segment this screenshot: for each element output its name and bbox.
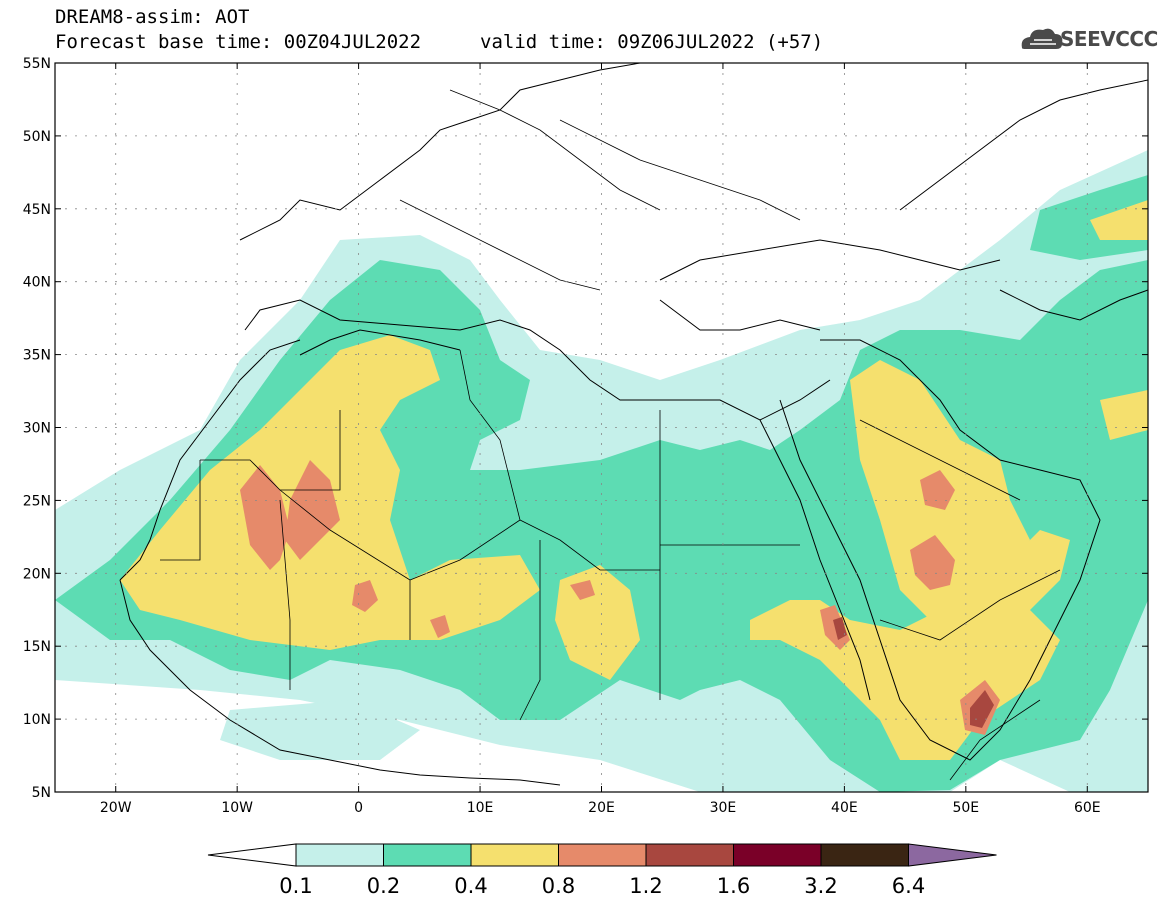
colorbar-under-triangle: [207, 843, 297, 867]
colorbar-label: 6.4: [892, 874, 925, 898]
lon-tick-label: 10W: [221, 800, 253, 816]
colorbar-label: 0.1: [279, 874, 312, 898]
colorbar-label: 0.2: [367, 874, 400, 898]
gridlines: [55, 63, 1148, 792]
colorbar: 0.1 0.2 0.4 0.8 1.2 1.6 3.2 6.4: [207, 843, 997, 898]
lon-tick-label: 20W: [100, 800, 132, 816]
aot-field: [55, 63, 1148, 792]
lat-tick-label: 5N: [32, 785, 51, 801]
valid-time: valid time: 09Z06JUL2022 (+57): [480, 31, 824, 53]
colorbar-over-triangle: [908, 843, 997, 867]
colorbar-box: [820, 843, 909, 867]
colorbar-label: 0.8: [542, 874, 575, 898]
colorbar-label: 1.2: [629, 874, 662, 898]
forecast-base-time: Forecast base time: 00Z04JUL2022: [55, 31, 422, 53]
lon-tick-label: 10E: [467, 800, 494, 816]
lat-tick-label: 50N: [23, 129, 51, 145]
lat-tick-label: 30N: [23, 421, 51, 437]
longitude-axis: 20W 10W 0 10E 20E 30E 40E 50E 60E: [100, 63, 1101, 816]
lon-tick-label: 40E: [831, 800, 858, 816]
colorbar-box: [295, 843, 384, 867]
colorbar-box: [733, 843, 822, 867]
lat-tick-label: 45N: [23, 202, 51, 218]
lat-tick-label: 40N: [23, 275, 51, 291]
lon-tick-label: 20E: [588, 800, 615, 816]
lat-tick-label: 20N: [23, 566, 51, 582]
coastlines: [119, 63, 1148, 786]
colorbar-label: 3.2: [804, 874, 837, 898]
colorbar-box: [645, 843, 734, 867]
colorbar-box: [558, 843, 647, 867]
colorbar-box: [383, 843, 472, 867]
model-title: DREAM8-assim: AOT: [55, 6, 250, 28]
aot-level-5: [833, 617, 994, 728]
lat-tick-label: 15N: [23, 639, 51, 655]
latitude-axis: 55N 50N 45N 40N 35N 30N 25N 20N 15N 10N 5N: [23, 56, 1148, 801]
colorbar-label: 1.6: [717, 874, 750, 898]
lat-tick-label: 55N: [23, 56, 51, 72]
logo-text: SEEVCCC: [1060, 27, 1158, 51]
colorbar-box: [470, 843, 559, 867]
colorbar-label: 0.4: [454, 874, 487, 898]
lon-tick-label: 50E: [952, 800, 979, 816]
lon-tick-label: 30E: [710, 800, 737, 816]
lon-tick-label: 60E: [1074, 800, 1101, 816]
lat-tick-label: 10N: [23, 712, 51, 728]
lat-tick-label: 35N: [23, 348, 51, 364]
lon-tick-label: 0: [354, 800, 363, 816]
country-borders: [160, 89, 1061, 781]
lat-tick-label: 25N: [23, 493, 51, 509]
cloud-logo-icon: [1021, 28, 1063, 49]
